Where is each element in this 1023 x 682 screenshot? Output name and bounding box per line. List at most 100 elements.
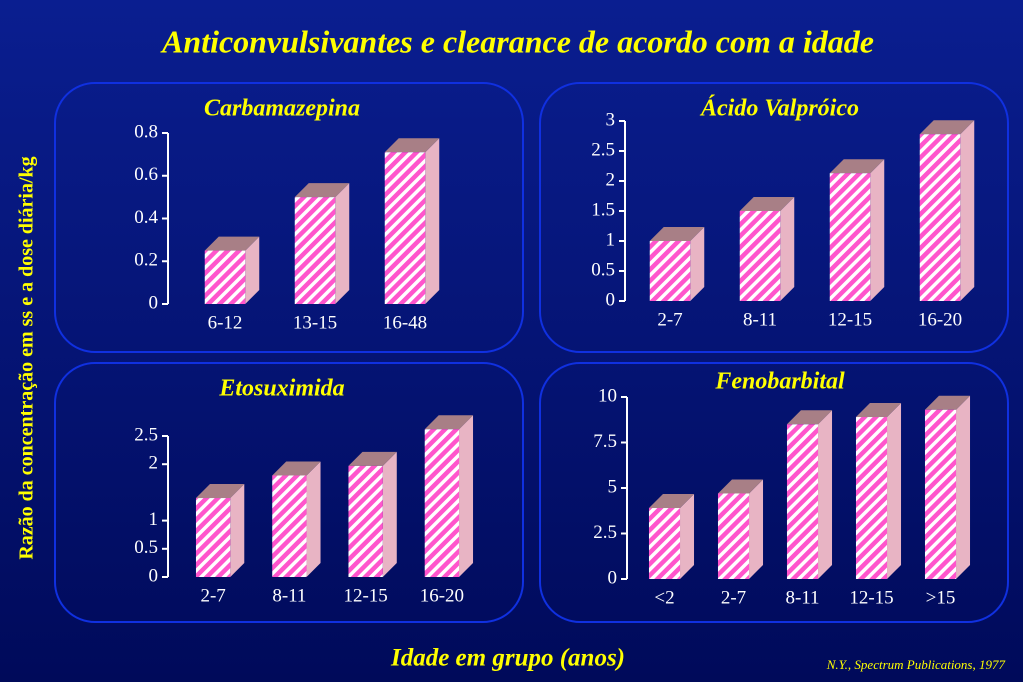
bar-top bbox=[648, 494, 695, 509]
bar-top bbox=[294, 183, 350, 198]
bar bbox=[195, 498, 231, 577]
chart-title: Carbamazepina bbox=[204, 96, 360, 122]
bar bbox=[294, 197, 336, 304]
bar-top bbox=[919, 120, 975, 135]
bar bbox=[384, 152, 426, 304]
x-tick-label: 16-48 bbox=[383, 312, 427, 333]
bar-side bbox=[956, 395, 971, 579]
bar bbox=[739, 211, 781, 301]
x-tick-label: 13-15 bbox=[293, 312, 337, 333]
bar-side bbox=[887, 403, 902, 579]
bar-top bbox=[855, 403, 902, 418]
source: N.Y., Spectrum Publications, 1977 bbox=[826, 657, 1006, 672]
bar-top bbox=[717, 479, 764, 494]
x-tick-label: 16-20 bbox=[918, 309, 962, 330]
bar-side bbox=[230, 484, 245, 577]
bar-side bbox=[425, 138, 440, 304]
bar-top bbox=[649, 227, 705, 241]
y-tick-label: 2.5 bbox=[593, 522, 617, 543]
chart-title: Fenobarbital bbox=[714, 369, 845, 395]
bar-side bbox=[870, 159, 885, 301]
y-tick-label: 1 bbox=[149, 509, 159, 530]
y-tick-label: 0.6 bbox=[134, 164, 158, 185]
bar bbox=[924, 409, 957, 579]
y-axis-label: Razão da concentração em ss e a dose diá… bbox=[16, 156, 38, 559]
bar-side bbox=[459, 415, 474, 577]
x-tick-label: 2-7 bbox=[200, 585, 225, 606]
bar-top bbox=[272, 461, 321, 476]
bar-top bbox=[786, 410, 833, 425]
y-tick-label: 10 bbox=[598, 385, 617, 406]
panel bbox=[54, 82, 524, 353]
y-tick-label: 5 bbox=[608, 476, 618, 497]
y-tick-label: 2.5 bbox=[134, 424, 158, 445]
bar-top bbox=[384, 138, 440, 153]
chart-title: Etosuximida bbox=[218, 376, 344, 402]
y-tick-label: 3 bbox=[606, 109, 616, 130]
bar-top bbox=[924, 395, 971, 410]
bar bbox=[649, 241, 691, 301]
x-tick-label: 8-11 bbox=[785, 587, 819, 608]
panel bbox=[539, 82, 1009, 353]
panel bbox=[539, 362, 1009, 623]
bar bbox=[648, 508, 681, 579]
x-tick-label: 12-15 bbox=[343, 585, 387, 606]
bar bbox=[829, 173, 871, 301]
bar-side bbox=[818, 410, 833, 579]
x-axis-label: Idade em grupo (anos) bbox=[390, 645, 625, 672]
bar-top bbox=[348, 451, 397, 466]
y-tick-label: 0 bbox=[608, 567, 618, 588]
y-tick-label: 2.5 bbox=[591, 139, 615, 160]
x-tick-label: 16-20 bbox=[420, 585, 464, 606]
y-tick-label: 0.4 bbox=[134, 207, 158, 228]
y-tick-label: 0.5 bbox=[134, 537, 158, 558]
bar-side bbox=[245, 236, 260, 304]
x-tick-label: 8-11 bbox=[743, 309, 777, 330]
panel bbox=[54, 362, 524, 623]
y-tick-label: 0.5 bbox=[591, 259, 615, 280]
chart-title: Ácido Valpróico bbox=[699, 96, 859, 122]
x-tick-label: 2-7 bbox=[657, 309, 682, 330]
x-tick-label: 6-12 bbox=[208, 312, 243, 333]
x-tick-label: 2-7 bbox=[721, 587, 746, 608]
x-tick-label: 12-15 bbox=[849, 587, 893, 608]
bar bbox=[424, 429, 460, 577]
x-tick-label: <2 bbox=[654, 587, 674, 608]
bar-side bbox=[749, 479, 764, 579]
bar-top bbox=[195, 484, 245, 499]
y-tick-label: 1.5 bbox=[591, 199, 615, 220]
bar-top bbox=[204, 236, 260, 251]
bar-side bbox=[690, 227, 705, 301]
bar-top bbox=[739, 197, 795, 211]
y-tick-label: 2 bbox=[149, 453, 159, 474]
slide-title: Anticonvulsivantes e clearance de acordo… bbox=[160, 23, 874, 59]
bar-top bbox=[424, 415, 474, 430]
x-tick-label: 8-11 bbox=[272, 585, 306, 606]
bar-side bbox=[335, 183, 350, 304]
y-tick-label: 0.8 bbox=[134, 121, 158, 142]
y-tick-label: 2 bbox=[606, 169, 616, 190]
y-tick-label: 0 bbox=[606, 289, 616, 310]
bar bbox=[855, 417, 888, 579]
bar-side bbox=[780, 197, 795, 301]
bar-side bbox=[382, 451, 397, 577]
y-tick-label: 0.2 bbox=[134, 250, 158, 271]
y-tick-label: 0 bbox=[149, 565, 159, 586]
bar bbox=[717, 493, 750, 579]
bar bbox=[919, 134, 961, 301]
y-tick-label: 7.5 bbox=[593, 431, 617, 452]
y-tick-label: 0 bbox=[149, 292, 159, 313]
bar-side bbox=[960, 120, 975, 301]
bar bbox=[348, 465, 383, 577]
y-tick-label: 1 bbox=[606, 229, 616, 250]
bar bbox=[204, 250, 246, 304]
bar-side bbox=[680, 494, 695, 579]
bar-side bbox=[306, 461, 321, 577]
bar-top bbox=[829, 159, 885, 174]
bar bbox=[786, 424, 819, 579]
x-tick-label: 12-15 bbox=[828, 309, 872, 330]
x-tick-label: >15 bbox=[926, 587, 956, 608]
bar bbox=[272, 475, 307, 577]
